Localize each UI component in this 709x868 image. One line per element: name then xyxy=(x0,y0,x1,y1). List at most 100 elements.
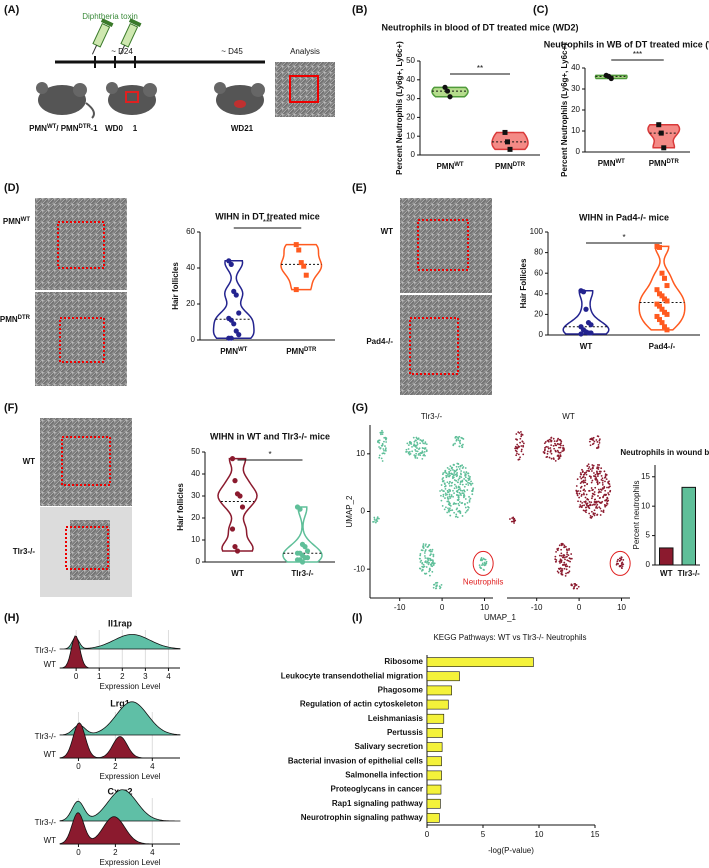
row-label: Tlr3-/- xyxy=(35,732,57,741)
cell xyxy=(422,543,425,545)
cell xyxy=(620,558,623,561)
cell xyxy=(583,500,586,503)
cell xyxy=(588,475,591,478)
cell xyxy=(590,481,593,484)
panel-label: (F) xyxy=(4,402,18,414)
label-sup: DTR xyxy=(513,162,526,168)
cell xyxy=(560,548,563,551)
cell xyxy=(446,496,449,499)
cell xyxy=(595,439,598,441)
cell xyxy=(448,482,450,485)
cell xyxy=(459,465,462,468)
cell xyxy=(554,558,557,561)
cell xyxy=(411,450,414,453)
cell xyxy=(385,438,387,441)
cell xyxy=(453,511,456,514)
cell xyxy=(453,472,456,474)
cell xyxy=(416,443,419,445)
density-ridge xyxy=(59,812,180,845)
cell xyxy=(566,565,569,568)
cell xyxy=(415,436,418,439)
cell xyxy=(448,504,451,507)
cell xyxy=(618,560,621,562)
cell xyxy=(582,479,585,482)
label-part: / PMN xyxy=(56,124,78,133)
cell xyxy=(377,517,380,520)
cell xyxy=(596,513,599,516)
label-sup: DTR xyxy=(666,159,679,165)
cell xyxy=(447,500,450,503)
label-part: WT xyxy=(231,569,244,578)
cell xyxy=(457,502,460,505)
cell xyxy=(562,555,565,557)
cell xyxy=(559,451,562,454)
cell xyxy=(547,439,550,442)
cell xyxy=(445,472,448,475)
y-tick-label: 20 xyxy=(571,105,580,114)
cell xyxy=(443,508,446,511)
day-label: ~ D24 xyxy=(111,47,133,56)
cell xyxy=(560,544,563,547)
cell xyxy=(484,558,487,561)
cell xyxy=(459,481,462,484)
cell xyxy=(556,443,559,445)
data-point xyxy=(664,283,670,289)
cell xyxy=(467,481,470,484)
y-tick-label: 50 xyxy=(191,447,200,456)
cell xyxy=(464,511,467,514)
cell xyxy=(459,487,461,490)
image-label: PMNWT xyxy=(3,217,30,227)
cell xyxy=(448,470,451,473)
cell xyxy=(568,557,571,560)
x-axis-label: Expression Level xyxy=(100,682,161,691)
cell xyxy=(579,473,582,476)
x-tick-label: 1 xyxy=(97,672,102,681)
toxin-label: Diphtheria toxin xyxy=(82,12,138,21)
cell xyxy=(586,469,589,472)
cell xyxy=(602,496,604,499)
cell xyxy=(439,490,441,492)
data-point xyxy=(232,544,238,550)
cell xyxy=(593,475,596,478)
cell xyxy=(590,501,593,504)
data-point xyxy=(662,275,667,281)
density-ridge xyxy=(59,634,181,650)
cell xyxy=(424,442,426,445)
cell xyxy=(441,505,444,507)
cell xyxy=(442,472,445,474)
umap-cells xyxy=(372,429,488,590)
data-point xyxy=(657,317,662,323)
cell xyxy=(584,490,587,492)
cell xyxy=(460,470,463,472)
cell xyxy=(425,566,428,568)
label-part: PMN xyxy=(220,347,238,356)
cell xyxy=(444,492,447,495)
x-axis-label: UMAP_1 xyxy=(484,613,517,622)
cell xyxy=(603,494,605,497)
cell xyxy=(482,563,484,566)
cell xyxy=(458,504,461,507)
y-tick-label: 10 xyxy=(406,131,415,140)
cell xyxy=(463,478,466,480)
cell xyxy=(548,456,551,459)
cell xyxy=(379,447,382,449)
cell xyxy=(468,482,471,485)
cell xyxy=(560,554,563,557)
data-point xyxy=(302,544,308,550)
significance-label: * xyxy=(622,233,625,242)
cell xyxy=(560,561,563,564)
cell xyxy=(584,481,587,484)
cell xyxy=(456,493,458,496)
cell xyxy=(604,494,607,497)
cell xyxy=(559,455,562,458)
cell xyxy=(456,516,459,519)
data-point xyxy=(654,313,660,319)
cell xyxy=(554,555,557,558)
cell xyxy=(464,474,467,476)
schematic: Diphtheria toxin ~ D24 ~ D45 Analysis PM… xyxy=(29,12,335,133)
cell xyxy=(588,470,591,472)
cell xyxy=(575,489,578,492)
category-label: Regulation of actin cytoskeleton xyxy=(300,700,423,709)
cell xyxy=(458,468,461,470)
data-point xyxy=(657,244,662,250)
